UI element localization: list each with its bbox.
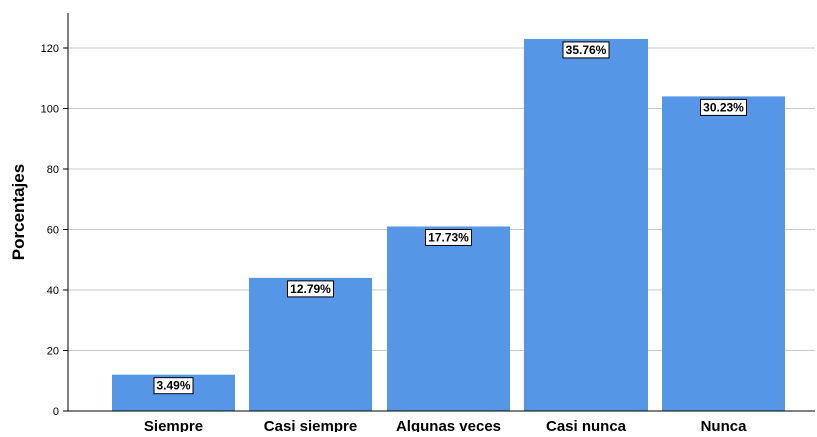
- tick-labels: 0 20 40 60 80 100 120 Siempre Casi siempre Alguna…: [41, 43, 748, 435]
- axes: [63, 13, 815, 412]
- y-tick-label: 100: [41, 104, 59, 116]
- data-labels: 3.49% 12.79% 17.73% 35.76% 30.23%: [153, 41, 747, 395]
- data-label: 3.49%: [156, 379, 190, 393]
- x-category-label: Siempre: [144, 418, 203, 432]
- data-label: 12.79%: [290, 282, 331, 296]
- x-category-label: Algunas veces: [396, 418, 501, 432]
- data-label-box: [287, 280, 334, 298]
- y-tick-label: 20: [47, 346, 59, 358]
- x-category-label: Casi nunca: [546, 418, 627, 432]
- y-tick-label: 0: [53, 406, 59, 418]
- data-label-box: [153, 377, 194, 395]
- data-label: 30.23%: [703, 100, 744, 114]
- y-tick-label: 80: [47, 164, 59, 176]
- bars: [112, 38, 785, 412]
- x-category-label: Nunca: [701, 418, 748, 432]
- data-label-box: [700, 98, 747, 116]
- bar-casi-siempre: [249, 277, 372, 411]
- y-tick-label: 120: [41, 43, 59, 55]
- data-label: 35.76%: [566, 43, 607, 57]
- y-axis-title: Porcentajes: [9, 164, 28, 260]
- y-tick-label: 40: [47, 285, 59, 297]
- y-tick-label: 60: [47, 225, 59, 237]
- x-category-label: Casi siempre: [264, 418, 357, 432]
- bar-nunca: [662, 96, 785, 412]
- bar-casi-nunca: [524, 38, 648, 412]
- data-label-box: [562, 41, 610, 59]
- bar-algunas-veces: [387, 226, 510, 411]
- data-label: 17.73%: [428, 230, 469, 244]
- data-label-box: [425, 228, 472, 246]
